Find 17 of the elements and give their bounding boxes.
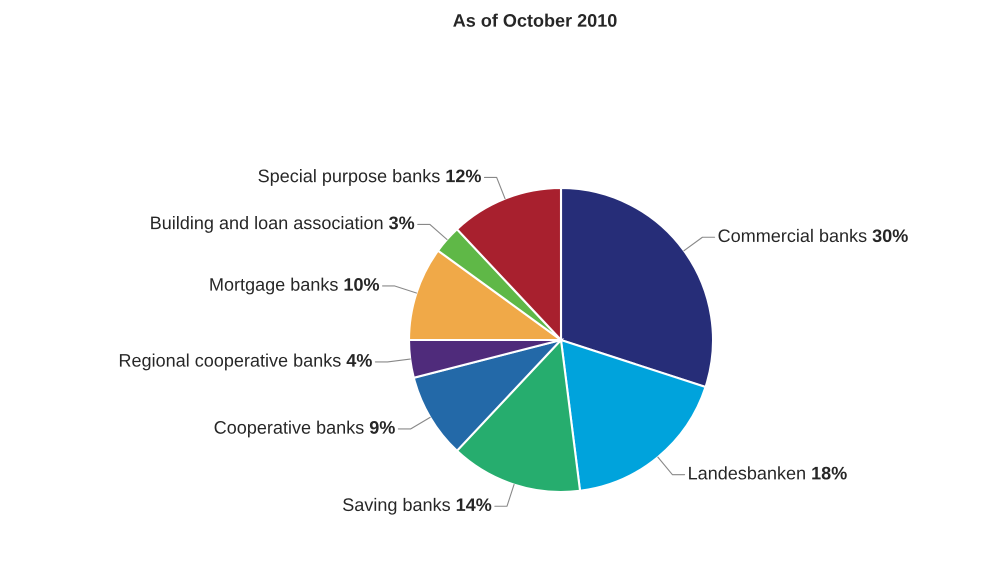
slice-label: Mortgage banks [210,278,338,294]
data-label: 14% [456,498,492,512]
slice-label: Saving banks [343,498,450,515]
chart-title: As of October 2010 [453,14,617,27]
data-label: 18% [812,466,847,480]
data-label: 12% [446,170,481,182]
slice-label: Regional cooperative banks [120,353,341,370]
slice-label: Cooperative banks [214,420,364,438]
slice-label: Landesbanken [689,466,805,480]
data-label: 30% [872,229,908,242]
data-label: 4% [346,354,372,367]
data-label: 10% [344,278,380,291]
data-label: 9% [370,421,395,434]
data-label: 3% [389,216,414,230]
slice-label: Special purpose banks [258,169,440,186]
slice-label: Commercial banks [718,228,866,242]
slice-label: Building and loan association [151,216,382,233]
